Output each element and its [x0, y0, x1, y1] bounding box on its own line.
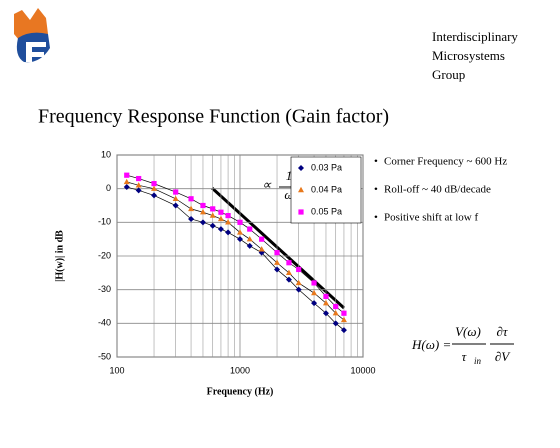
marker [173, 189, 179, 195]
marker [124, 172, 130, 178]
bullets: • Corner Frequency ~ 600 Hz • Roll-off ~… [374, 156, 507, 224]
bullet: Corner Frequency ~ 600 Hz [384, 156, 507, 168]
formula-den: τ [462, 349, 468, 364]
slope-den: ω [284, 187, 293, 202]
marker [225, 229, 232, 236]
slope-num: 1 [286, 168, 293, 183]
header-line: Group [432, 67, 465, 82]
x-tick-label: 1000 [230, 365, 250, 375]
formula-sub: in [474, 356, 482, 366]
y-tick-label: -10 [98, 217, 111, 227]
logo [14, 8, 50, 63]
marker [172, 195, 179, 201]
marker [341, 310, 347, 316]
bullet: Positive shift at low f [384, 212, 478, 224]
marker [311, 300, 318, 307]
marker [332, 310, 339, 316]
marker [286, 260, 292, 266]
marker [340, 327, 347, 334]
marker [258, 246, 265, 252]
marker [298, 209, 304, 215]
marker [296, 266, 302, 273]
y-tick-label: -50 [98, 351, 111, 361]
y-tick-label: -30 [98, 284, 111, 294]
marker [322, 299, 329, 306]
marker [295, 279, 302, 286]
marker [311, 289, 318, 296]
marker [209, 212, 216, 218]
header-line: Interdisciplinary [432, 29, 518, 44]
y-tick-label: -20 [98, 250, 111, 260]
marker [217, 226, 224, 233]
marker [188, 215, 195, 222]
bullet-dot: • [374, 184, 378, 196]
marker [172, 202, 179, 209]
slope-line [210, 186, 346, 310]
bullet-dot: • [374, 212, 378, 224]
marker [135, 187, 142, 194]
header-line: Microsystems [432, 48, 505, 63]
marker [237, 219, 243, 225]
marker [188, 205, 195, 212]
marker [151, 185, 158, 191]
marker [136, 175, 142, 182]
x-tick-label: 100 [109, 365, 124, 375]
x-tick-label: 10000 [350, 365, 375, 375]
marker [188, 196, 194, 202]
formula-lhs: H(ω) = [411, 337, 451, 352]
slope-prefix: ∝ [262, 177, 272, 192]
marker [123, 183, 130, 190]
marker [285, 276, 292, 283]
formula: H(ω) = V(ω) τ in ∂τ ∂V [411, 324, 514, 366]
marker [225, 219, 232, 225]
marker [246, 235, 253, 242]
y-tick-label: -40 [98, 318, 111, 328]
marker [298, 186, 304, 193]
marker [340, 316, 347, 323]
marker [151, 192, 158, 199]
marker [225, 213, 231, 219]
marker [123, 178, 130, 185]
y-tick-label: 0 [106, 183, 111, 193]
marker [285, 269, 292, 276]
bullet-dot: • [374, 156, 378, 168]
marker [298, 165, 304, 171]
marker [237, 236, 243, 243]
formula-num: V(ω) [455, 324, 481, 339]
marker [295, 286, 302, 293]
formula-dden: ∂V [495, 349, 511, 364]
marker [311, 280, 317, 286]
marker [322, 310, 329, 317]
marker [199, 219, 206, 226]
marker [218, 209, 224, 215]
marker [237, 229, 243, 235]
y-tick-label: 10 [101, 149, 111, 159]
marker [200, 202, 206, 209]
legend-label: 0.03 Pa [311, 162, 342, 172]
marker [332, 320, 339, 327]
marker [210, 206, 216, 212]
legend-label: 0.05 Pa [311, 206, 342, 216]
marker [333, 303, 339, 310]
slide-title: Frequency Response Function (Gain factor… [38, 106, 389, 128]
marker [274, 250, 280, 256]
y-axis-label: |H(w)| in dB [54, 230, 65, 282]
formula-dnum: ∂τ [496, 324, 508, 339]
marker [259, 236, 265, 242]
marker [274, 259, 281, 265]
marker [209, 222, 216, 229]
marker [246, 242, 253, 249]
marker [274, 266, 281, 273]
marker [323, 293, 329, 299]
x-axis-label: Frequency (Hz) [207, 386, 274, 397]
marker [135, 182, 142, 188]
bullet: Roll-off ~ 40 dB/decade [384, 184, 491, 196]
marker [199, 209, 206, 215]
marker [217, 215, 224, 222]
marker [151, 181, 157, 187]
legend-label: 0.04 Pa [311, 184, 342, 194]
marker [247, 226, 253, 232]
